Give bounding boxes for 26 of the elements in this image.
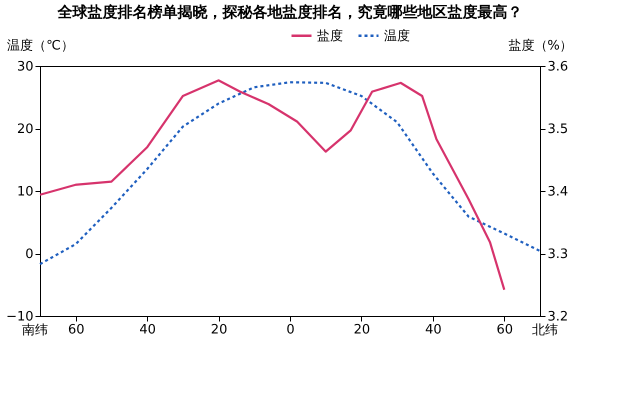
- line-series: [38, 81, 542, 266]
- y2-tick-label: 3.2: [548, 310, 568, 324]
- y2-axis-title: 盐度（%）: [508, 38, 573, 54]
- y2-tick-label: 3.4: [548, 184, 568, 200]
- y-tick-label: 10: [16, 184, 34, 200]
- x-tick-label: 0: [286, 322, 295, 338]
- x-tick-label: 40: [425, 322, 442, 338]
- y-tick-label: 30: [16, 60, 34, 74]
- x-tick-label: 20: [210, 322, 228, 338]
- y-tick-label: 20: [16, 122, 34, 137]
- y2-tick-label: 3.3: [548, 247, 568, 262]
- y-tick-label: 0: [25, 247, 34, 262]
- legend-label: 盐度: [317, 28, 343, 44]
- y-axis-title: 温度（℃）: [7, 38, 74, 54]
- y-tick-label: −10: [6, 310, 34, 324]
- x-tick-label: 40: [139, 322, 156, 338]
- y2-tick-label: 3.5: [548, 122, 568, 137]
- chart-title: 全球盐度排名榜单揭晓，探秘各地盐度排名，究竟哪些地区盐度最高？: [56, 3, 522, 21]
- text: 南纬: [22, 323, 48, 338]
- y2-tick-label: 3.6: [548, 60, 568, 74]
- x-tick-label: 60: [496, 322, 514, 338]
- line-series: [38, 79, 506, 291]
- x-tick-label: 20: [354, 322, 370, 338]
- text: 北纬: [532, 323, 558, 338]
- legend-label: 温度: [384, 28, 410, 44]
- x-tick-label: 60: [68, 322, 84, 338]
